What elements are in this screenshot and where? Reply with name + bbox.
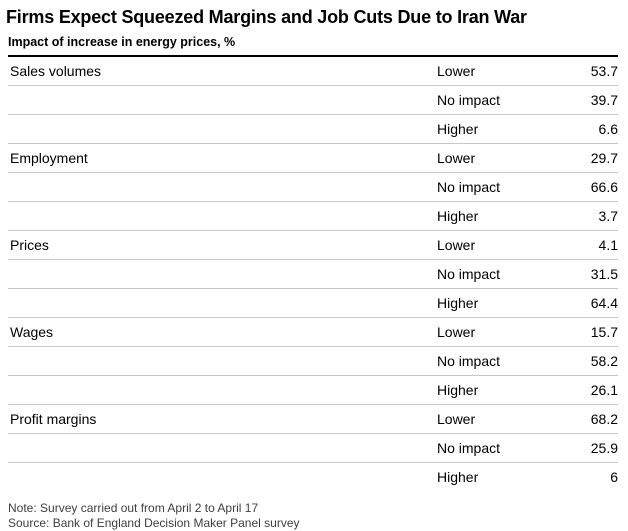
impact-label-cell: Higher <box>437 208 479 224</box>
table-row: Higher 6.6 <box>8 115 618 144</box>
impact-table: Sales volumes Lower 53.7 No impact 39.7 Highe… <box>8 55 618 491</box>
impact-label-cell: Higher <box>437 469 479 485</box>
table-row: No impact 25.9 <box>8 434 618 463</box>
table-row: Higher 3.7 <box>8 202 618 231</box>
value-cell: 3.7 <box>598 208 618 224</box>
table-row: No impact 39.7 <box>8 86 618 115</box>
category-cell: Employment <box>10 150 88 166</box>
impact-label-cell: Higher <box>437 295 479 311</box>
impact-label-cell: Lower <box>437 150 476 166</box>
table-row: Higher 26.1 <box>8 376 618 405</box>
chart-title: Firms Expect Squeezed Margins and Job Cu… <box>6 7 527 27</box>
impact-label-cell: Lower <box>437 237 476 253</box>
impact-label-cell: Higher <box>437 121 479 137</box>
impact-label-cell: No impact <box>437 179 501 195</box>
table-row: Prices Lower 4.1 <box>8 231 618 260</box>
impact-label-cell: No impact <box>437 266 501 282</box>
table-row: Profit margins Lower 68.2 <box>8 405 618 434</box>
table-row: Higher 6 <box>8 463 618 491</box>
impact-label-cell: Lower <box>437 63 476 79</box>
impact-label-cell: Lower <box>437 411 476 427</box>
impact-label-cell: No impact <box>437 353 501 369</box>
category-cell: Sales volumes <box>10 63 102 79</box>
chart-footer: Note: Survey carried out from April 2 to… <box>8 501 618 531</box>
value-cell: 58.2 <box>590 353 618 369</box>
impact-label-cell: Higher <box>437 382 479 398</box>
impact-label-cell: No impact <box>437 92 501 108</box>
category-cell: Wages <box>10 324 54 340</box>
chart-container: Firms Expect Squeezed Margins and Job Cu… <box>6 7 618 530</box>
table-row: No impact 31.5 <box>8 260 618 289</box>
value-cell: 6.6 <box>598 121 618 137</box>
value-cell: 15.7 <box>590 324 618 340</box>
value-cell: 68.2 <box>590 411 618 427</box>
table-row: No impact 66.6 <box>8 173 618 202</box>
value-cell: 31.5 <box>590 266 618 282</box>
value-cell: 29.7 <box>590 150 618 166</box>
impact-label-cell: Lower <box>437 324 476 340</box>
value-cell: 53.7 <box>590 63 618 79</box>
value-cell: 64.4 <box>590 295 618 311</box>
table-row: Sales volumes Lower 53.7 <box>8 57 618 86</box>
note-text: Note: Survey carried out from April 2 to… <box>8 501 259 515</box>
impact-label-cell: No impact <box>437 440 501 456</box>
value-cell: 66.6 <box>590 179 618 195</box>
category-cell: Profit margins <box>10 411 97 427</box>
value-cell: 4.1 <box>598 237 618 253</box>
source-text: Source: Bank of England Decision Maker P… <box>8 516 300 530</box>
category-cell: Prices <box>10 237 49 253</box>
value-cell: 39.7 <box>590 92 618 108</box>
chart-subtitle: Impact of increase in energy prices, % <box>8 35 236 49</box>
table-row: No impact 58.2 <box>8 347 618 376</box>
table-row: Wages Lower 15.7 <box>8 318 618 347</box>
value-cell: 6 <box>610 469 618 485</box>
table-row: Employment Lower 29.7 <box>8 144 618 173</box>
table-row: Higher 64.4 <box>8 289 618 318</box>
value-cell: 25.9 <box>590 440 618 456</box>
value-cell: 26.1 <box>590 382 618 398</box>
